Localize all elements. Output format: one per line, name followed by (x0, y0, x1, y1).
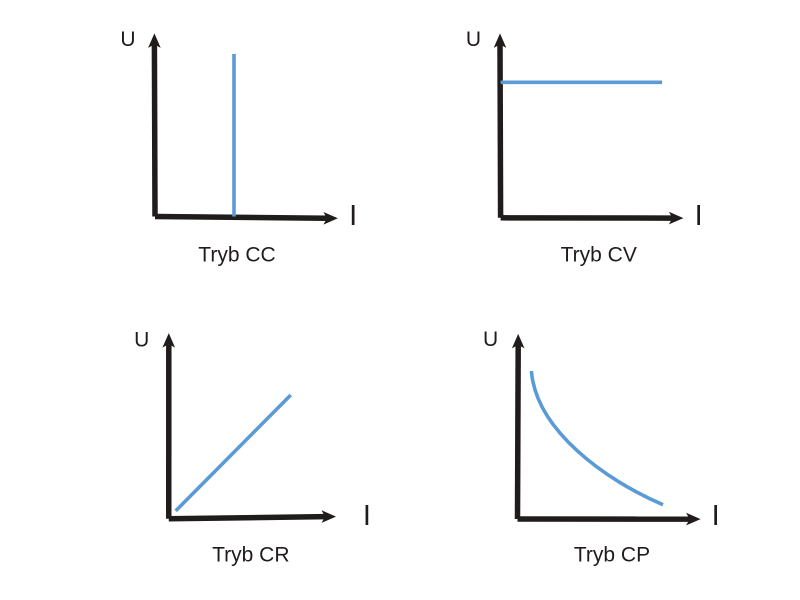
svg-text:Tryb CC: Tryb CC (198, 244, 275, 267)
svg-text:I: I (695, 200, 703, 232)
svg-text:I: I (349, 200, 357, 232)
svg-text:U: U (466, 28, 481, 51)
svg-text:I: I (712, 500, 720, 532)
svg-text:Tryb CR: Tryb CR (212, 544, 289, 567)
svg-text:I: I (363, 500, 371, 532)
svg-text:U: U (483, 328, 498, 351)
svg-text:Tryb CV: Tryb CV (561, 244, 637, 267)
svg-text:Tryb CP: Tryb CP (574, 544, 650, 567)
svg-text:U: U (120, 28, 135, 51)
svg-text:U: U (134, 328, 149, 351)
